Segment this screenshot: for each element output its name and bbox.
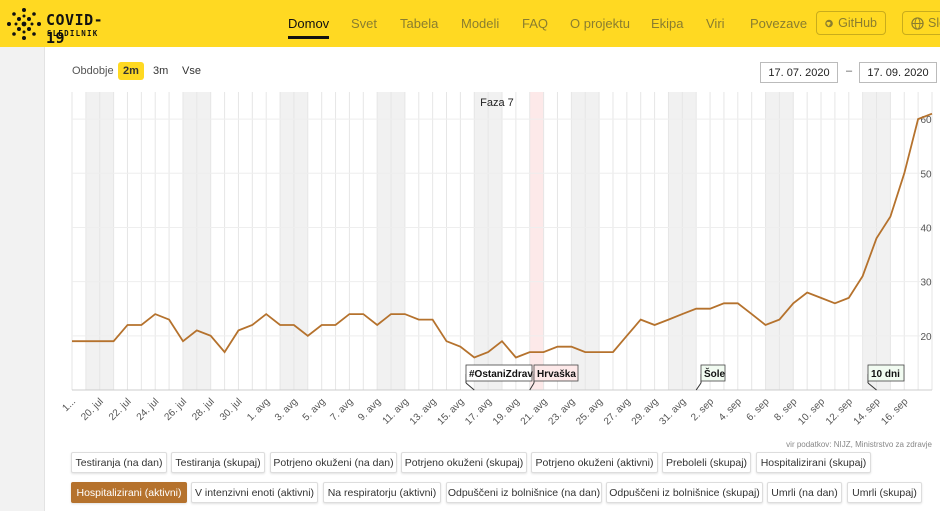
period-label: Obdobje [72, 65, 114, 77]
series-button-testiranja-na-dan[interactable]: Testiranja (na dan) [71, 452, 167, 473]
series-button-intenzivna-enota[interactable]: V intenzivni enoti (aktivni) [191, 482, 318, 503]
series-button-potrjeno-na-dan[interactable]: Potrjeno okuženi (na dan) [270, 452, 397, 473]
nav-item-domov[interactable]: Domov [288, 16, 330, 39]
data-source-note: vir podatkov: NIJZ, Ministrstvo za zdrav… [786, 440, 932, 449]
nav-item-o-projektu[interactable]: O projektu [570, 16, 630, 31]
nav-item-faq[interactable]: FAQ [522, 16, 549, 31]
nav-item-ekipa[interactable]: Ekipa [651, 16, 684, 31]
series-button-umrli-na-dan[interactable]: Umrli (na dan) [767, 482, 842, 503]
top-navigation-bar: COVID-19 SLEDILNIK Domov Svet Tabela Mod… [0, 0, 940, 47]
period-button-3m[interactable]: 3m [153, 65, 169, 77]
date-to-input[interactable]: 17. 09. 2020 [859, 62, 937, 83]
series-button-potrjeno-skupaj[interactable]: Potrjeno okuženi (skupaj) [401, 452, 527, 473]
date-from-input[interactable]: 17. 07. 2020 [760, 62, 838, 83]
language-button[interactable]: Slo [902, 11, 940, 35]
series-button-respirator[interactable]: Na respiratorju (aktivni) [323, 482, 441, 503]
brand-subtitle: SLEDILNIK [47, 29, 99, 38]
series-button-umrli-skupaj[interactable]: Umrli (skupaj) [847, 482, 922, 503]
date-separator: – [846, 65, 853, 77]
language-label: Slo [928, 16, 940, 30]
series-button-hospitalizirani-skupaj[interactable]: Hospitalizirani (skupaj) [756, 452, 871, 473]
logo[interactable]: COVID-19 SLEDILNIK [6, 7, 116, 47]
nav-item-modeli[interactable]: Modeli [461, 16, 500, 31]
series-button-odpusceni-skupaj[interactable]: Odpuščeni iz bolnišnice (skupaj) [606, 482, 763, 503]
series-button-potrjeno-aktivni[interactable]: Potrjeno okuženi (aktivni) [531, 452, 658, 473]
brand-title: COVID-19 [46, 11, 104, 47]
series-button-testiranja-skupaj[interactable]: Testiranja (skupaj) [171, 452, 265, 473]
nav-item-svet[interactable]: Svet [351, 16, 378, 31]
github-icon [825, 19, 833, 27]
series-button-hospitalizirani-aktivni[interactable]: Hospitalizirani (aktivni) [71, 482, 187, 503]
series-button-preboleli-skupaj[interactable]: Preboleli (skupaj) [662, 452, 751, 473]
nav-item-povezave[interactable]: Povezave [750, 16, 808, 31]
period-button-2m[interactable]: 2m [118, 62, 144, 80]
github-label: GitHub [838, 16, 877, 30]
period-button-vse[interactable]: Vse [182, 65, 201, 77]
github-button[interactable]: GitHub [816, 11, 886, 35]
virus-dots-icon [7, 8, 41, 40]
series-button-odpusceni-na-dan[interactable]: Odpuščeni iz bolnišnice (na dan) [446, 482, 602, 503]
nav-item-tabela[interactable]: Tabela [400, 16, 439, 31]
globe-icon [911, 16, 924, 30]
left-sidebar-strip [0, 47, 45, 511]
nav-item-viri[interactable]: Viri [706, 16, 725, 31]
